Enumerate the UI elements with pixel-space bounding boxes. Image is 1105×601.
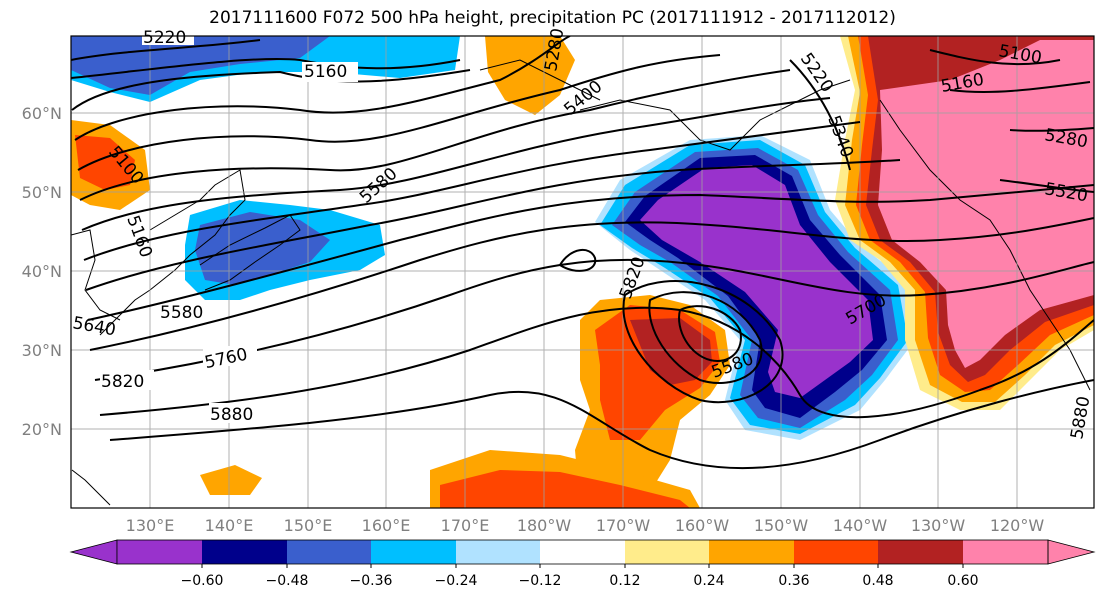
lon-tick-label: 160°E <box>361 516 411 535</box>
colorbar <box>69 539 1096 568</box>
contour-label: 5880 <box>210 405 253 425</box>
lon-tick-label: 160°W <box>674 516 730 535</box>
contour-label: 5580 <box>160 303 203 323</box>
colorbar-segment <box>709 540 794 564</box>
contour-label: 5160 <box>304 62 347 82</box>
colorbar-tick-label: −0.24 <box>434 573 478 589</box>
lat-tick-label: 50°N <box>21 183 62 202</box>
colorbar-segment <box>625 540 709 564</box>
contour-label: 5220 <box>143 28 186 48</box>
colorbar-extend-low <box>69 539 118 565</box>
colorbar-tick-label: 0.12 <box>609 573 641 589</box>
contour-label: 5820 <box>101 372 144 392</box>
colorbar-tick-label: −0.36 <box>349 573 393 589</box>
lon-tick-label: 130°W <box>910 516 966 535</box>
lon-tick-label: 150°W <box>753 516 809 535</box>
chart-title: 2017111600 F072 500 hPa height, precipit… <box>209 8 896 28</box>
lon-tick-label: 120°W <box>989 516 1045 535</box>
colorbar-segment <box>963 540 1048 564</box>
lon-tick-label: 170°E <box>440 516 490 535</box>
colorbar-extend-high <box>1047 539 1096 565</box>
lat-tick-label: 20°N <box>21 420 62 439</box>
map-frame <box>70 35 1095 509</box>
lon-tick-label: 180°W <box>516 516 572 535</box>
shading-layer <box>71 36 1094 508</box>
colorbar-tick-label: 0.24 <box>693 573 725 589</box>
lon-tick-label: 130°E <box>125 516 175 535</box>
colorbar-tick-label: −0.60 <box>180 573 224 589</box>
lon-tick-label: 170°W <box>595 516 651 535</box>
lat-tick-label: 30°N <box>21 341 62 360</box>
lon-tick-label: 150°E <box>283 516 333 535</box>
colorbar-tick-label: 0.48 <box>862 573 894 589</box>
colorbar-segment <box>540 540 625 564</box>
colorbar-segment <box>117 540 202 564</box>
colorbar-segment <box>456 540 540 564</box>
lat-tick-label: 60°N <box>21 104 62 123</box>
height-contours <box>71 36 1094 470</box>
colorbar-segment <box>371 540 456 564</box>
colorbar-segment <box>794 540 878 564</box>
lon-tick-label: 140°E <box>204 516 254 535</box>
colorbar-tick-label: 0.36 <box>778 573 810 589</box>
colorbar-frame <box>116 539 1049 565</box>
colorbar-segment <box>878 540 963 564</box>
colorbar-segment <box>202 540 287 564</box>
colorbar-tick-label: −0.12 <box>518 573 562 589</box>
colorbar-segment <box>287 540 371 564</box>
lat-tick-label: 40°N <box>21 262 62 281</box>
positive-anomaly-north <box>485 36 575 115</box>
colorbar-tick-label: −0.48 <box>265 573 309 589</box>
colorbar-tick-label: 0.60 <box>947 573 979 589</box>
lon-tick-label: 140°W <box>832 516 888 535</box>
